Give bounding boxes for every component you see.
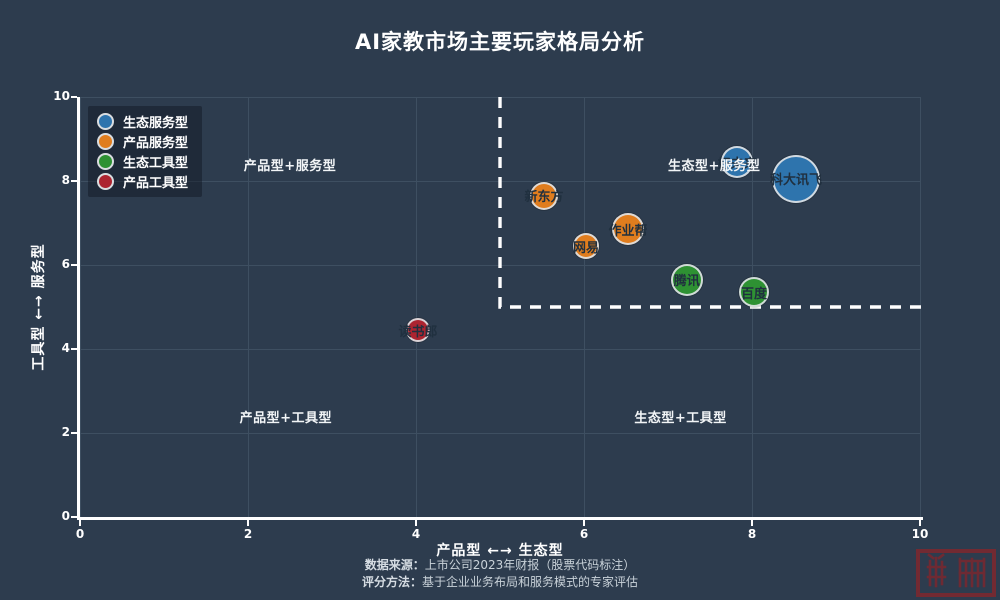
legend-item[interactable]: 生态服务型 bbox=[97, 113, 189, 131]
data-bubble[interactable]: 读书郎 bbox=[399, 318, 438, 342]
y-axis-line bbox=[77, 97, 80, 520]
legend-item[interactable]: 产品工具型 bbox=[97, 173, 189, 191]
footer-source-text: 上市公司2023年财报（股票代码标注） bbox=[424, 558, 636, 572]
legend-item-label: 生态服务型 bbox=[123, 116, 189, 131]
x-tick-mark bbox=[919, 520, 921, 526]
y-tick-label: 2 bbox=[61, 425, 70, 439]
x-tick-label: 2 bbox=[243, 527, 253, 541]
legend-item-label: 生态工具型 bbox=[123, 156, 189, 171]
quadrant-label: 产品型+服务型 bbox=[243, 159, 337, 175]
x-tick-mark bbox=[415, 520, 417, 526]
x-tick-label: 8 bbox=[747, 527, 757, 541]
gridline-horizontal bbox=[80, 96, 920, 98]
bubble-label: 作业帮 bbox=[608, 223, 648, 239]
legend-marker-icon bbox=[97, 133, 114, 150]
footer: 数据来源：上市公司2023年财报（股票代码标注） 评分方法：基于企业业务布局和服… bbox=[0, 557, 1000, 591]
gridline-horizontal bbox=[80, 348, 920, 350]
quadrant-label: 产品型+工具型 bbox=[239, 411, 332, 427]
x-axis-line bbox=[77, 517, 923, 520]
y-tick-mark bbox=[71, 348, 77, 350]
x-tick-mark bbox=[751, 520, 753, 526]
legend-marker-icon bbox=[97, 173, 114, 190]
data-bubble[interactable]: 作业帮 bbox=[609, 213, 648, 246]
bubble-label: 百度 bbox=[741, 286, 768, 302]
quadrant-label: 生态型+工具型 bbox=[634, 411, 727, 427]
bubble-label: 网易 bbox=[573, 240, 600, 256]
legend-item-label: 产品工具型 bbox=[123, 176, 189, 191]
gridline-vertical bbox=[79, 97, 81, 517]
bubble-label: 腾讯 bbox=[673, 274, 700, 290]
chart-title: AI家教市场主要玩家格局分析 bbox=[354, 30, 646, 54]
gridline-vertical bbox=[919, 97, 921, 517]
gridline-vertical bbox=[247, 97, 249, 517]
footer-source-line: 数据来源：上市公司2023年财报（股票代码标注） bbox=[0, 557, 1000, 574]
bubble-label: 读书郎 bbox=[398, 324, 438, 340]
x-axis-title: 产品型 ←→ 生态型 bbox=[436, 543, 564, 559]
legend-marker-icon bbox=[97, 153, 114, 170]
quadrant-label: 生态型+服务型 bbox=[667, 159, 761, 175]
footer-method-label: 评分方法： bbox=[361, 575, 422, 589]
y-tick-mark bbox=[71, 432, 77, 434]
legend-item[interactable]: 产品服务型 bbox=[97, 133, 189, 151]
y-axis-title: 工具型 ←→ 服务型 bbox=[31, 243, 47, 371]
gridline-horizontal bbox=[80, 432, 920, 434]
legend-marker-icon bbox=[97, 113, 114, 130]
data-bubble[interactable]: 百度 bbox=[739, 277, 769, 308]
y-tick-label: 6 bbox=[61, 257, 70, 271]
legend-item[interactable]: 生态工具型 bbox=[97, 153, 189, 171]
red-seal-stamp bbox=[916, 549, 996, 597]
legend-item-label: 产品服务型 bbox=[123, 136, 189, 151]
legend: 生态服务型产品服务型生态工具型产品工具型 bbox=[88, 106, 203, 197]
y-tick-mark bbox=[71, 96, 77, 98]
footer-source-label: 数据来源： bbox=[364, 558, 425, 572]
x-tick-label: 4 bbox=[411, 527, 421, 541]
data-bubble[interactable]: 新东方 bbox=[525, 181, 564, 210]
footer-method-line: 评分方法：基于企业业务布局和服务模式的专家评估 bbox=[0, 574, 1000, 591]
y-tick-label: 10 bbox=[53, 89, 70, 103]
gridline-vertical bbox=[415, 97, 417, 517]
bubble-label: 新东方 bbox=[524, 190, 564, 206]
y-tick-mark bbox=[71, 516, 77, 518]
gridline-horizontal bbox=[80, 264, 920, 266]
data-bubble[interactable]: 腾讯 bbox=[670, 263, 703, 296]
y-tick-mark bbox=[71, 264, 77, 266]
x-tick-mark bbox=[79, 520, 81, 526]
x-tick-mark bbox=[247, 520, 249, 526]
x-tick-label: 0 bbox=[75, 527, 85, 541]
y-tick-label: 8 bbox=[61, 173, 70, 187]
y-tick-label: 4 bbox=[61, 341, 70, 355]
gridline-vertical bbox=[583, 97, 585, 517]
y-tick-label: 0 bbox=[61, 509, 70, 523]
x-tick-mark bbox=[583, 520, 585, 526]
x-tick-label: 10 bbox=[911, 527, 929, 541]
footer-method-text: 基于企业业务布局和服务模式的专家评估 bbox=[422, 575, 639, 589]
data-bubble[interactable]: 网易 bbox=[573, 233, 599, 259]
x-tick-label: 6 bbox=[579, 527, 589, 541]
y-tick-mark bbox=[71, 180, 77, 182]
